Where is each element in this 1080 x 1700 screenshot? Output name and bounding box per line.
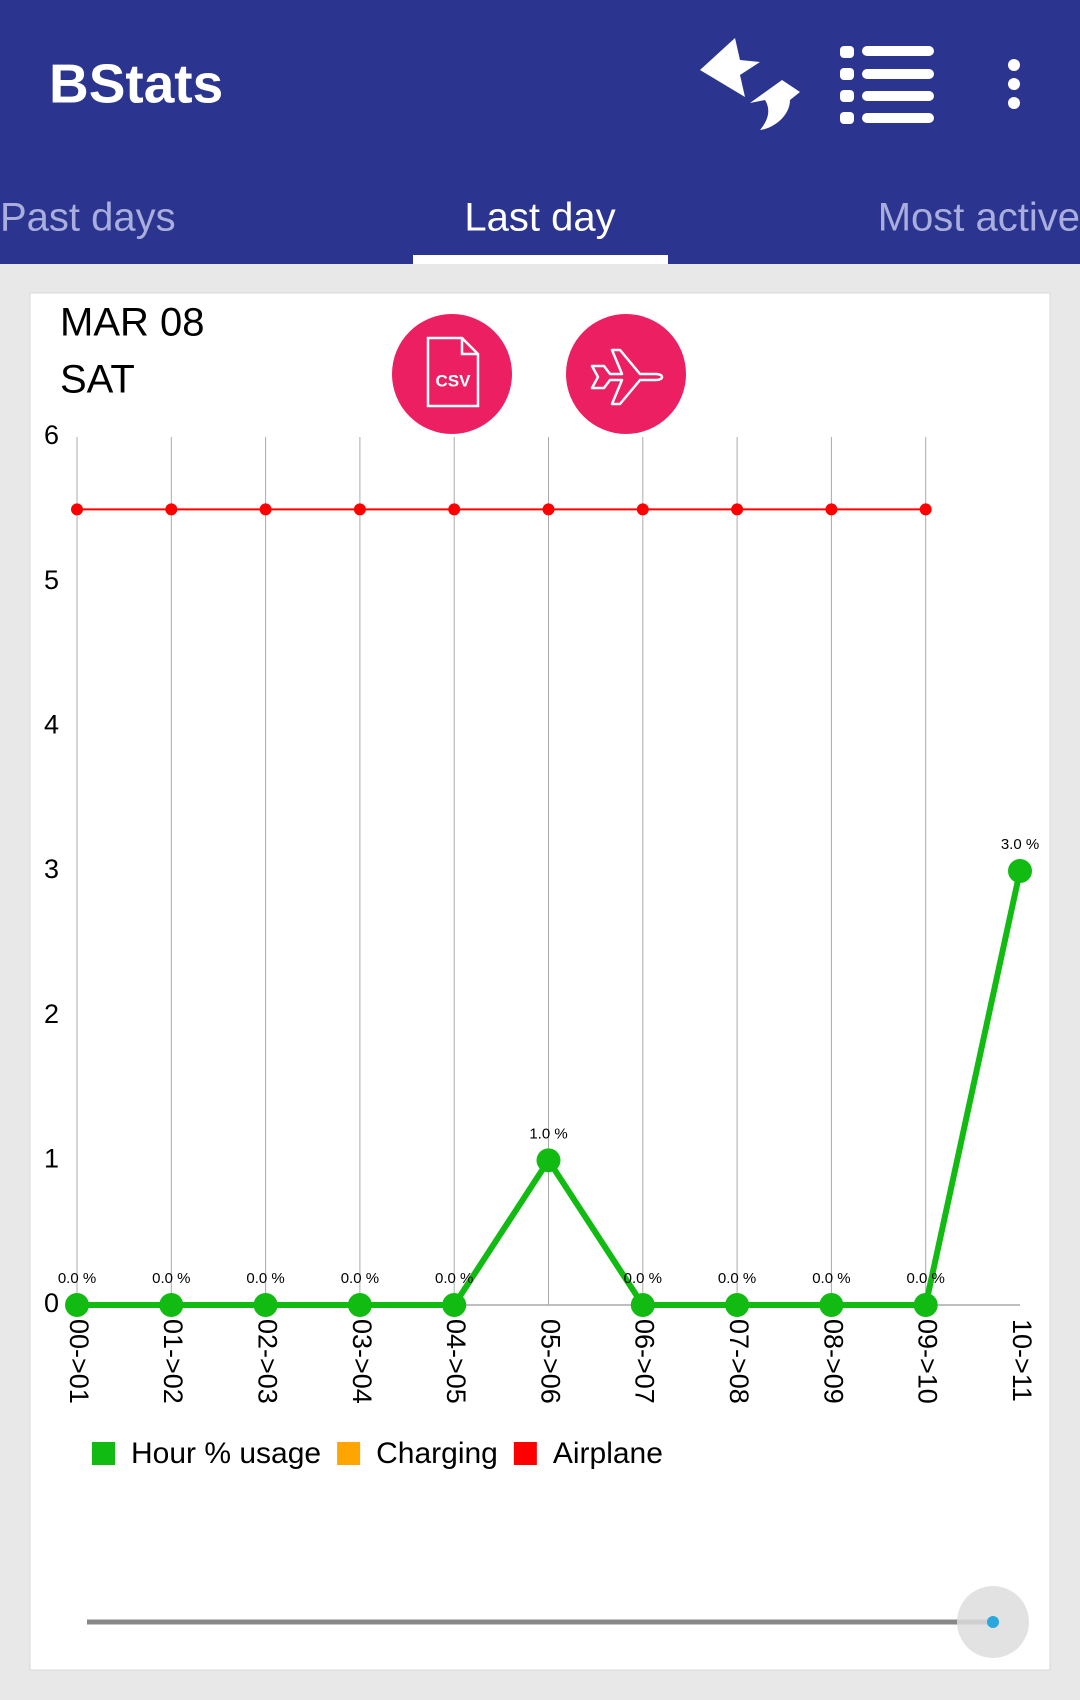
data-label: 0.0 %: [907, 1270, 945, 1287]
data-label: 0.0 %: [624, 1270, 662, 1287]
y-tick-label: 6: [44, 420, 59, 450]
legend-label: Charging: [376, 1437, 498, 1470]
x-tick-label: 07->08: [724, 1319, 754, 1404]
airplane-button[interactable]: [566, 314, 686, 434]
data-point: [913, 1293, 938, 1317]
y-tick-label: 5: [44, 565, 59, 595]
csv-label: CSV: [436, 371, 472, 390]
csv-button[interactable]: CSV: [392, 314, 512, 434]
data-point: [353, 503, 366, 516]
tab[interactable]: Last day: [464, 196, 615, 240]
x-tick-label: 10->11: [1007, 1319, 1037, 1402]
data-point: [165, 503, 178, 516]
legend-label: Hour % usage: [131, 1437, 321, 1470]
data-label: 0.0 %: [58, 1270, 96, 1287]
data-point: [71, 503, 83, 516]
data-label: 0.0 %: [718, 1270, 756, 1287]
overflow-menu[interactable]: [1008, 59, 1020, 109]
y-tick-label: 4: [44, 709, 59, 739]
data-label: 0.0 %: [341, 1270, 379, 1287]
y-tick-label: 0: [44, 1288, 59, 1318]
data-point: [919, 503, 932, 516]
sync-button[interactable]: [700, 38, 800, 130]
data-label: 0.0 %: [152, 1270, 190, 1287]
app-bar: [0, 0, 1080, 264]
x-tick-label: 04->05: [441, 1319, 471, 1404]
data-point: [159, 1293, 184, 1317]
weekday: SAT: [60, 358, 135, 402]
data-point: [448, 503, 461, 516]
y-tick-label: 2: [44, 999, 59, 1029]
data-label: 0.0 %: [246, 1270, 284, 1287]
tab-indicator: [413, 255, 668, 264]
y-tick-label: 1: [44, 1143, 59, 1173]
data-label: 0.0 %: [812, 1270, 850, 1287]
legend-label: Airplane: [553, 1437, 663, 1470]
data-point: [347, 1293, 372, 1317]
data-label: 0.0 %: [435, 1270, 473, 1287]
legend-swatch: [92, 1442, 115, 1465]
data-point: [825, 503, 838, 516]
data-point: [253, 1293, 278, 1317]
x-tick-label: 03->04: [347, 1319, 377, 1404]
legend-swatch: [337, 1442, 361, 1465]
data-label: 3.0 %: [1001, 836, 1039, 853]
data-point: [442, 1293, 467, 1317]
data-point: [542, 503, 555, 516]
x-tick-label: 01->02: [158, 1319, 188, 1404]
tab[interactable]: Past days: [0, 196, 176, 240]
slider[interactable]: [87, 1586, 1029, 1658]
data-point: [65, 1293, 89, 1317]
x-tick-label: 00->01: [64, 1319, 94, 1404]
data-point: [259, 503, 272, 516]
x-tick-label: 06->07: [630, 1319, 660, 1404]
data-label: 1.0 %: [529, 1125, 567, 1142]
x-tick-label: 08->09: [818, 1319, 848, 1404]
data-point: [536, 1148, 561, 1173]
x-tick-label: 02->03: [252, 1319, 282, 1404]
data-point: [819, 1293, 844, 1317]
data-point: [630, 1293, 655, 1317]
data-point: [636, 503, 649, 516]
x-tick-label: 05->06: [535, 1319, 565, 1404]
data-point: [731, 503, 744, 516]
legend-swatch: [513, 1442, 537, 1465]
app-title: BStats: [49, 53, 223, 115]
y-tick-label: 3: [44, 854, 59, 884]
x-tick-label: 09->10: [913, 1319, 943, 1404]
list-button[interactable]: [840, 46, 934, 124]
date: MAR 08: [60, 301, 205, 345]
data-point: [1008, 859, 1032, 883]
card: [29, 292, 1051, 1671]
data-point: [725, 1293, 750, 1317]
tab[interactable]: Most active: [878, 196, 1080, 240]
